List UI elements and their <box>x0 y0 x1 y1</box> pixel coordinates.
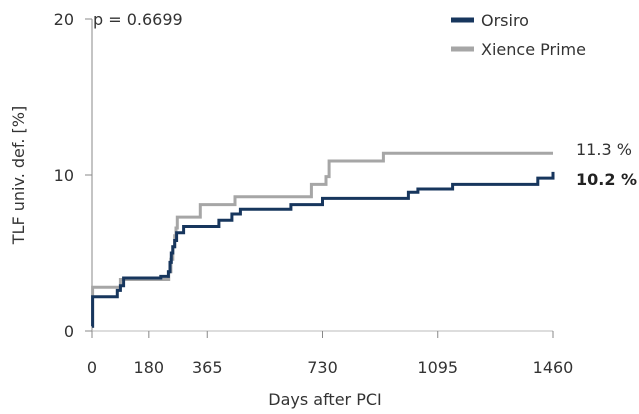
y-tick-label: 0 <box>64 322 74 341</box>
x-tick-label: 730 <box>307 358 338 377</box>
y-tick-label: 20 <box>54 10 74 29</box>
y-axis-title: TLF univ. def. [%] <box>9 106 28 245</box>
end-label-orsiro: 10.2 % <box>576 170 637 189</box>
x-tick-label: 1095 <box>417 358 458 377</box>
x-tick-label: 1460 <box>533 358 574 377</box>
axes <box>91 19 553 332</box>
x-tick-label: 365 <box>192 358 223 377</box>
legend-label-orsiro: Orsiro <box>481 11 529 30</box>
y-tick-label: 10 <box>54 166 74 185</box>
end-label-xience-prime: 11.3 % <box>576 140 632 159</box>
y-ticks: 0 10 20 <box>54 10 92 341</box>
x-ticks: 0 180 365 730 1095 1460 <box>87 331 573 377</box>
legend-label-xience-prime: Xience Prime <box>481 40 586 59</box>
legend: Orsiro Xience Prime <box>451 11 586 59</box>
x-tick-label: 180 <box>134 358 165 377</box>
series-line-xience-prime <box>91 151 553 328</box>
x-tick-label: 0 <box>87 358 97 377</box>
series-lines <box>91 151 555 328</box>
x-axis-title: Days after PCI <box>268 390 382 409</box>
p-value-annotation: p = 0.6699 <box>93 10 183 29</box>
series-line-orsiro <box>91 171 555 328</box>
